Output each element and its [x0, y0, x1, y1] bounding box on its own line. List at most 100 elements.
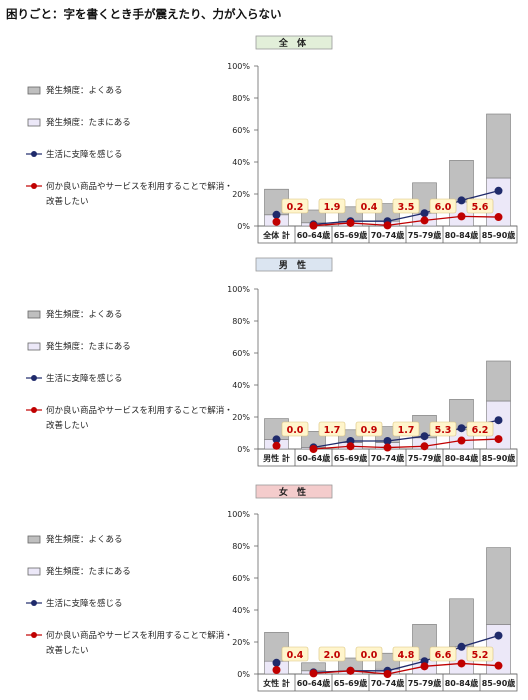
point-want-solution: [383, 221, 392, 230]
line-want-solution: [313, 662, 499, 675]
point-want-solution: [309, 221, 318, 230]
point-hindrance: [457, 642, 466, 651]
legend-label: 生活に支障を感じる: [46, 598, 123, 609]
point-want-solution: [494, 435, 503, 444]
line-hindrance: [313, 190, 499, 226]
category-label: 85-90歳: [482, 678, 516, 688]
data-label: 5.3: [435, 425, 452, 436]
legend-label: 生活に支障を感じる: [46, 373, 123, 384]
point-hindrance: [457, 424, 466, 433]
y-tick-label: 0%: [237, 222, 250, 231]
data-label: 5.6: [472, 202, 489, 213]
data-label: 2.0: [324, 650, 341, 661]
point-hindrance: [272, 658, 281, 667]
legend-marker: [31, 632, 37, 638]
data-label-box: [466, 198, 494, 214]
data-label: 0.0: [287, 425, 304, 436]
point-hindrance: [494, 416, 503, 425]
point-want-solution: [494, 661, 503, 670]
bar-often: [449, 598, 474, 648]
category-label: 60-64歳: [297, 453, 331, 463]
legend-label: 生活に支障を感じる: [46, 149, 123, 160]
y-tick-label: 60%: [232, 574, 250, 583]
data-label: 0.0: [361, 650, 378, 661]
legend-label: 発生頻度：たまにある: [46, 117, 131, 128]
data-label-box: [466, 646, 494, 662]
category-label: 80-84歳: [445, 453, 479, 463]
legend-label: 何か良い商品やサービスを利用することで解消・: [46, 405, 233, 416]
point-want-solution: [420, 216, 429, 225]
legend-swatch: [27, 86, 41, 95]
legend-label: 改善したい: [46, 645, 89, 656]
chart-panel-1: 全 体発生頻度：よくある発生頻度：たまにある生活に支障を感じる何か良い商品やサー…: [26, 35, 518, 244]
category-label: 65-69歳: [334, 230, 368, 240]
category-label: 85-90歳: [482, 230, 516, 240]
data-label: 5.2: [472, 650, 489, 661]
point-want-solution: [309, 445, 318, 453]
category-label: 75-79歳: [408, 453, 442, 463]
bar-often: [486, 360, 511, 402]
y-tick-label: 80%: [232, 317, 250, 326]
data-label: 3.5: [398, 202, 415, 213]
panel-title: 全 体: [278, 37, 309, 49]
point-hindrance: [457, 196, 466, 205]
line-want-solution: [313, 438, 499, 450]
data-label-box: [429, 198, 457, 214]
legend-marker: [31, 600, 37, 606]
data-label: 6.0: [435, 202, 452, 213]
y-tick-label: 40%: [232, 606, 250, 615]
data-label: 0.4: [287, 650, 304, 661]
legend-label: 発生頻度：よくある: [46, 309, 123, 320]
point-want-solution: [272, 217, 281, 226]
legend-swatch: [27, 567, 41, 576]
legend-marker: [31, 407, 37, 413]
legend-label: 発生頻度：よくある: [46, 534, 123, 545]
bar-often: [449, 160, 474, 203]
data-label: 6.2: [472, 425, 489, 436]
point-want-solution: [420, 442, 429, 451]
point-hindrance: [420, 432, 429, 441]
point-hindrance: [420, 209, 429, 218]
point-want-solution: [346, 218, 355, 227]
data-label: 0.2: [287, 202, 304, 213]
legend-label: 発生頻度：たまにある: [46, 566, 131, 577]
point-hindrance: [272, 435, 281, 444]
category-label: 女性 計: [263, 678, 290, 688]
panel-title: 女 性: [279, 486, 309, 498]
y-tick-label: 20%: [232, 190, 250, 199]
legend-marker: [31, 375, 37, 381]
point-want-solution: [272, 666, 281, 674]
legend-marker: [31, 183, 37, 189]
data-label-box: [392, 421, 420, 437]
data-label-box: [392, 646, 420, 662]
y-tick-label: 60%: [232, 126, 250, 135]
panel-title-box: [255, 484, 333, 499]
y-tick-label: 20%: [232, 638, 250, 647]
data-label-box: [429, 421, 457, 437]
category-label: 全体 計: [262, 230, 290, 240]
legend-label: 何か良い商品やサービスを利用することで解消・: [46, 630, 233, 641]
category-label: 70-74歳: [371, 230, 405, 240]
point-want-solution: [346, 442, 355, 451]
point-hindrance: [494, 631, 503, 640]
legend-swatch: [27, 342, 41, 351]
legend-marker: [31, 151, 37, 157]
legend-label: 発生頻度：よくある: [46, 85, 123, 96]
legend-swatch: [27, 535, 41, 544]
point-want-solution: [420, 662, 429, 671]
data-label: 1.7: [398, 425, 415, 436]
data-label-box: [355, 198, 383, 214]
legend-label: 発生頻度：たまにある: [46, 341, 131, 352]
point-want-solution: [383, 670, 392, 678]
y-tick-label: 80%: [232, 542, 250, 551]
y-tick-label: 40%: [232, 158, 250, 167]
legend-swatch: [27, 310, 41, 319]
category-label: 80-84歳: [445, 230, 479, 240]
category-label: 75-79歳: [408, 678, 442, 688]
data-label-box: [392, 198, 420, 214]
panel-title: 男 性: [279, 259, 309, 271]
data-label-box: [318, 646, 346, 662]
y-tick-label: 100%: [227, 285, 250, 294]
data-label: 4.8: [398, 650, 415, 661]
